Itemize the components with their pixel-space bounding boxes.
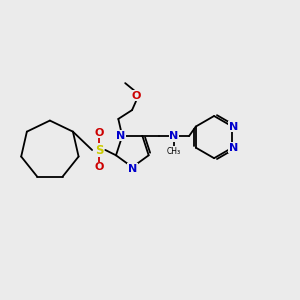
Text: S: S xyxy=(95,143,103,157)
Text: O: O xyxy=(131,91,141,101)
Text: O: O xyxy=(94,128,104,138)
Text: N: N xyxy=(229,122,238,131)
Text: N: N xyxy=(116,130,125,141)
Text: O: O xyxy=(94,162,104,172)
Text: N: N xyxy=(128,164,137,174)
Text: N: N xyxy=(169,131,178,141)
Text: CH₃: CH₃ xyxy=(167,147,181,156)
Text: N: N xyxy=(229,142,238,153)
